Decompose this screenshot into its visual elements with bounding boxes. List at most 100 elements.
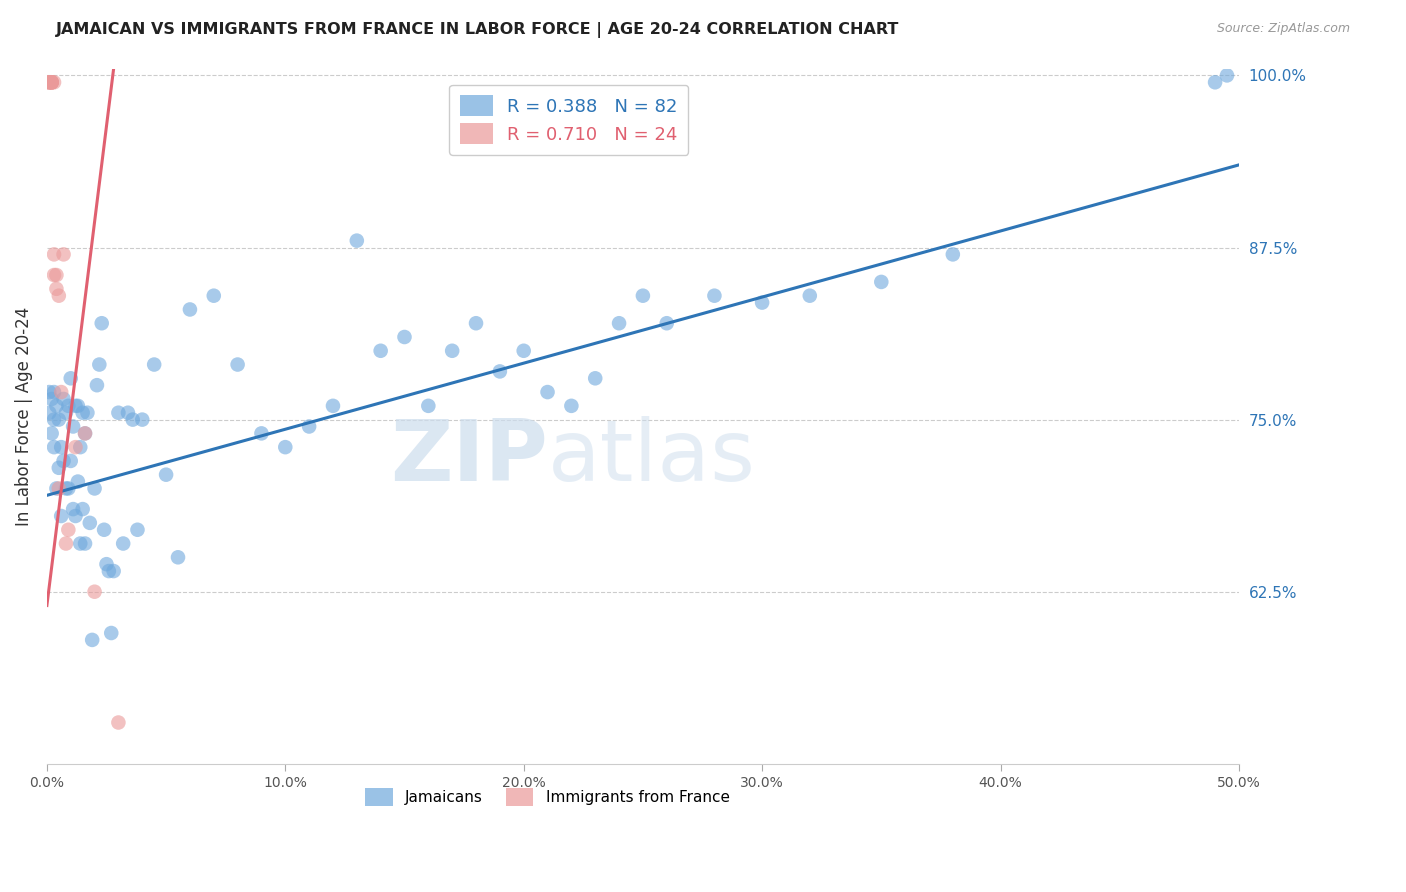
- Point: [441, 343, 464, 358]
- Text: Source: ZipAtlas.com: Source: ZipAtlas.com: [1216, 22, 1350, 36]
- Point: [66, 399, 89, 413]
- Point: [45, 282, 67, 296]
- Point: [583, 371, 606, 385]
- Point: [103, 564, 125, 578]
- Point: [117, 406, 139, 420]
- Point: [107, 715, 129, 730]
- Point: [79, 516, 101, 530]
- Point: [93, 523, 115, 537]
- Point: [298, 419, 321, 434]
- Point: [41, 75, 63, 89]
- Point: [42, 440, 65, 454]
- Text: ZIP: ZIP: [389, 417, 547, 500]
- Point: [89, 358, 111, 372]
- Point: [112, 536, 135, 550]
- Point: [83, 482, 105, 496]
- Point: [96, 557, 118, 571]
- Point: [41, 426, 63, 441]
- Point: [41, 392, 63, 406]
- Point: [48, 412, 70, 426]
- Point: [82, 632, 104, 647]
- Point: [65, 508, 87, 523]
- Point: [121, 412, 143, 426]
- Point: [73, 426, 96, 441]
- Point: [55, 536, 77, 550]
- Point: [65, 440, 87, 454]
- Point: [274, 440, 297, 454]
- Point: [45, 399, 67, 413]
- Point: [42, 75, 65, 89]
- Point: [51, 385, 73, 400]
- Point: [48, 482, 70, 496]
- Point: [52, 454, 75, 468]
- Point: [62, 419, 84, 434]
- Point: [42, 268, 65, 282]
- Point: [51, 508, 73, 523]
- Point: [51, 440, 73, 454]
- Point: [489, 364, 512, 378]
- Point: [38, 75, 60, 89]
- Point: [41, 75, 63, 89]
- Point: [76, 406, 98, 420]
- Point: [59, 454, 82, 468]
- Point: [167, 550, 190, 565]
- Point: [131, 412, 153, 426]
- Point: [69, 536, 91, 550]
- Text: atlas: atlas: [547, 417, 755, 500]
- Point: [155, 467, 177, 482]
- Point: [48, 288, 70, 302]
- Point: [90, 316, 112, 330]
- Point: [250, 426, 273, 441]
- Point: [607, 316, 630, 330]
- Point: [179, 302, 201, 317]
- Point: [86, 378, 108, 392]
- Point: [58, 399, 80, 413]
- Point: [107, 406, 129, 420]
- Point: [942, 247, 965, 261]
- Point: [97, 564, 120, 578]
- Text: JAMAICAN VS IMMIGRANTS FROM FRANCE IN LABOR FORCE | AGE 20-24 CORRELATION CHART: JAMAICAN VS IMMIGRANTS FROM FRANCE IN LA…: [56, 22, 900, 38]
- Point: [45, 482, 67, 496]
- Point: [38, 75, 60, 89]
- Point: [69, 440, 91, 454]
- Point: [42, 247, 65, 261]
- Point: [48, 460, 70, 475]
- Point: [751, 295, 773, 310]
- Point: [143, 358, 166, 372]
- Point: [72, 502, 94, 516]
- Point: [799, 288, 821, 302]
- Point: [65, 399, 87, 413]
- Point: [127, 523, 149, 537]
- Point: [1216, 69, 1239, 83]
- Point: [59, 371, 82, 385]
- Point: [41, 75, 63, 89]
- Point: [465, 316, 488, 330]
- Point: [322, 399, 344, 413]
- Point: [370, 343, 392, 358]
- Point: [41, 75, 63, 89]
- Point: [42, 412, 65, 426]
- Point: [560, 399, 582, 413]
- Point: [38, 75, 60, 89]
- Point: [703, 288, 725, 302]
- Point: [41, 75, 63, 89]
- Point: [52, 247, 75, 261]
- Point: [346, 234, 368, 248]
- Point: [38, 385, 60, 400]
- Point: [58, 482, 80, 496]
- Point: [73, 536, 96, 550]
- Point: [55, 406, 77, 420]
- Y-axis label: In Labor Force | Age 20-24: In Labor Force | Age 20-24: [15, 307, 32, 525]
- Point: [66, 475, 89, 489]
- Point: [45, 268, 67, 282]
- Point: [631, 288, 654, 302]
- Point: [38, 406, 60, 420]
- Point: [394, 330, 416, 344]
- Point: [870, 275, 893, 289]
- Point: [536, 385, 558, 400]
- Point: [202, 288, 225, 302]
- Point: [1204, 75, 1226, 89]
- Point: [52, 392, 75, 406]
- Point: [655, 316, 678, 330]
- Point: [38, 75, 60, 89]
